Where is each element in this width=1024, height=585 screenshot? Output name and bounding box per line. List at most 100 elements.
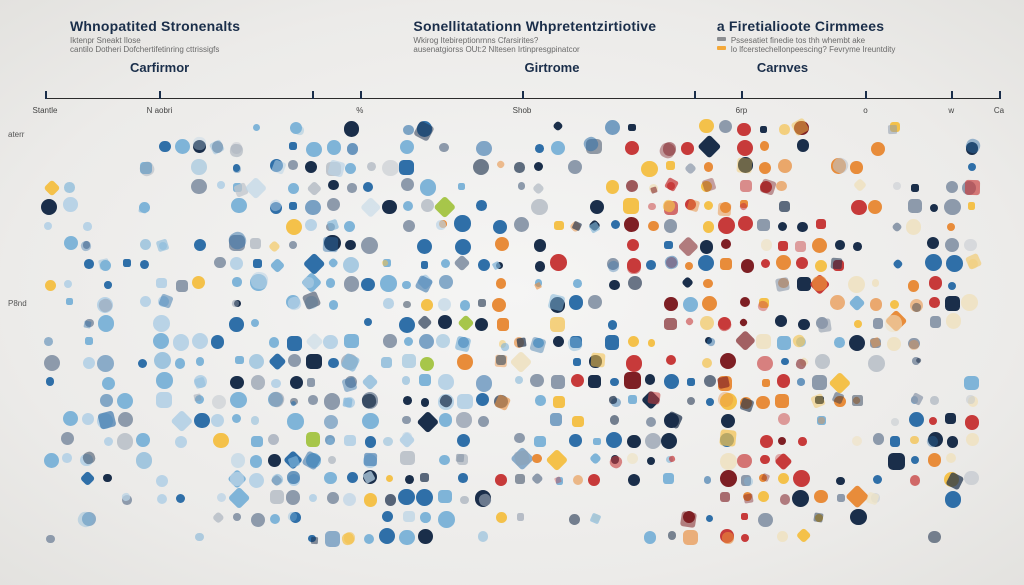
dot-shard [83,321,91,329]
dot [175,436,187,448]
dot [66,298,73,305]
dot [873,433,885,445]
dot [478,531,489,542]
dot [289,202,297,210]
dot [455,239,471,255]
dot [735,330,756,351]
dot [849,294,866,311]
dot [775,394,789,408]
dot [136,452,152,468]
dot-shard [813,512,823,522]
dot [154,352,171,369]
dot [759,162,771,174]
dot [961,294,978,311]
header-right-sub1: Pssesatiet finedie tos thh whembt ake [717,36,994,45]
dot [795,241,806,252]
dot [571,374,584,387]
dot [492,298,506,312]
dot [194,413,209,428]
dot-shard [301,450,322,471]
dot [514,162,524,172]
dot [647,457,655,465]
dot [758,491,769,502]
dot [681,142,694,155]
dot [928,531,941,544]
dot [778,413,790,425]
dot-shard [517,338,527,348]
dot [62,453,72,463]
dot-shard [225,229,248,252]
dot [63,411,78,426]
dot [344,334,359,349]
dot [253,259,262,268]
dot [421,299,433,311]
dot [535,144,544,153]
dot [140,260,149,269]
dot [232,277,241,286]
dot [457,394,473,410]
dot [945,491,962,508]
dot [641,161,658,178]
dot [947,436,958,447]
dot [421,261,429,269]
dot [893,182,901,190]
dot [545,449,567,471]
dot [628,124,636,132]
dot [230,376,244,390]
dot [270,514,280,524]
dot-shard [965,253,982,270]
dot [344,276,360,292]
dot-shard [360,393,376,409]
dot [478,299,486,307]
dot [232,414,241,423]
dot [573,358,582,367]
dot [828,372,850,394]
dot [329,300,339,310]
header-center-category: Girtrome [413,60,690,75]
dot [853,242,862,251]
dot [405,475,414,484]
dot [214,257,226,269]
dot [721,414,736,429]
dot [287,413,303,429]
dot [456,412,472,428]
dot [911,184,919,192]
dot [569,434,582,447]
dot [364,318,372,326]
dot [268,240,281,253]
dot [495,237,509,251]
dot [270,257,285,272]
dot [156,475,169,488]
dot [569,295,583,309]
dot [436,334,450,348]
dot [421,398,429,406]
dot [290,376,303,389]
dot [687,397,695,405]
dot [347,143,358,154]
dot [420,512,431,523]
header-right-sub1-text: Pssesatiet finedie tos thh whembt ake [731,36,865,45]
axis-tick [522,91,524,99]
dot [777,336,791,350]
dot [550,317,565,332]
dot-shard [744,477,753,486]
dot-shard [326,438,335,447]
dot [760,455,769,464]
dot [211,414,224,427]
dot [704,201,713,210]
dot [417,411,439,433]
dot [719,120,732,133]
dot [590,452,603,465]
dot [173,334,190,351]
dot [873,318,884,329]
dot [870,298,883,311]
dot [231,198,247,214]
dot [324,472,337,485]
dot [117,393,133,409]
dot-shard [664,177,679,192]
dot [944,199,961,216]
dot [229,317,244,332]
header-center-title: Sonellitatationn Whpretentzirtiotive [413,18,690,34]
dot [605,120,620,135]
dot [83,222,91,230]
